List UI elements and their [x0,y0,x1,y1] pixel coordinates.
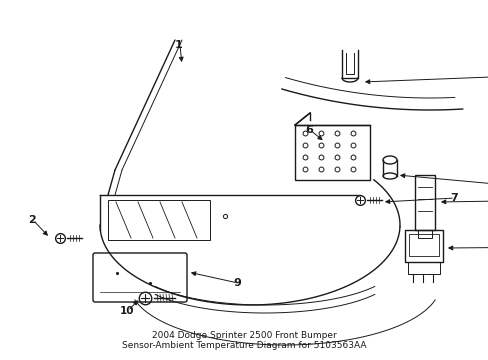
Text: 6: 6 [305,125,312,135]
Text: 7: 7 [449,193,457,203]
Text: 10: 10 [120,306,134,316]
Bar [417,230,431,238]
Text: 9: 9 [232,278,241,288]
Bar [404,230,442,262]
Text: 2004 Dodge Sprinter 2500 Front Bumper
Sensor-Ambient Temperature Diagram for 510: 2004 Dodge Sprinter 2500 Front Bumper Se… [122,330,366,350]
Text: 2: 2 [28,215,36,225]
Bar [408,234,438,256]
Bar [407,262,439,274]
Bar [294,125,369,180]
Bar [414,175,434,230]
Text: 1: 1 [175,40,183,50]
Bar [108,200,209,240]
